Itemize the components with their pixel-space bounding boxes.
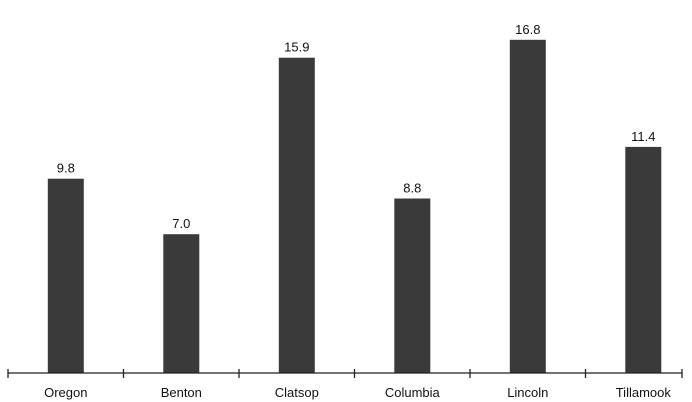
x-tick-label: Tillamook (616, 385, 672, 400)
value-labels-group: 9.8 7.0 15.9 8.8 16.8 11.4 (57, 22, 656, 231)
bar-columbia (394, 198, 431, 373)
x-axis: Oregon Benton Clatsop Columbia Lincoln Tillam… (7, 369, 683, 400)
x-tick-label: Columbia (385, 385, 441, 400)
bar-value-label: 9.8 (57, 161, 75, 176)
bar-value-label: 8.8 (403, 181, 421, 196)
x-axis-ticks (7, 369, 683, 378)
bar-value-label: 16.8 (515, 22, 540, 37)
bar-value-label: 7.0 (172, 216, 190, 231)
x-tick-label: Lincoln (507, 385, 548, 400)
x-axis-tick-labels: Oregon Benton Clatsop Columbia Lincoln Tillam… (44, 385, 671, 400)
bars-group (47, 39, 662, 374)
bar-benton (163, 234, 200, 373)
bar-clatsop (278, 57, 315, 373)
bar-tillamook (625, 146, 662, 373)
x-tick-label: Oregon (44, 385, 87, 400)
plot-area: 9.8 7.0 15.9 8.8 16.8 11.4 (47, 22, 662, 374)
x-tick-label: Benton (161, 385, 202, 400)
bar-value-label: 11.4 (631, 129, 655, 144)
bar-oregon (47, 178, 84, 373)
bar-value-label: 15.9 (284, 40, 309, 55)
bar-lincoln (509, 39, 546, 374)
x-tick-label: Clatsop (275, 385, 319, 400)
